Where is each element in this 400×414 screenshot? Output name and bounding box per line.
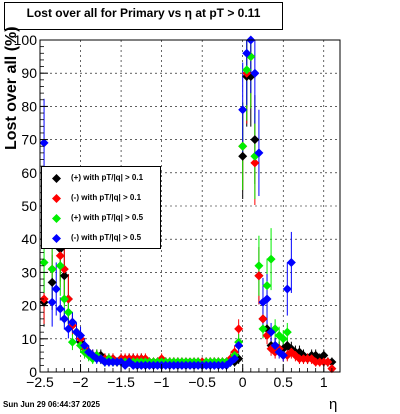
legend-label: (+) with pT/|q| > 0.1 (71, 173, 144, 182)
data-point (319, 350, 329, 360)
data-point (242, 65, 252, 75)
x-tick-label: 0.5 (274, 374, 294, 390)
legend: (+) with pT/|q| > 0.1 (-) with pT/|q| > … (41, 166, 161, 249)
data-point (286, 257, 296, 267)
x-tick-labels: −2.5 −2 −1.5 −1 −0.5 0 0.5 1 (26, 374, 328, 390)
legend-marker-green (52, 214, 61, 223)
data-point (47, 297, 57, 307)
data-point (59, 294, 69, 304)
data-point (39, 138, 49, 148)
data-point (258, 314, 268, 324)
legend-item-plus-05: (+) with pT/|q| > 0.5 (42, 208, 160, 228)
data-point (51, 284, 61, 294)
data-point (67, 317, 77, 327)
y-tick-label: 10 (21, 331, 37, 347)
legend-item-minus-01: (-) with pT/|q| > 0.1 (42, 188, 160, 208)
y-tick-label: 60 (21, 165, 37, 181)
y-tick-label: 40 (21, 231, 37, 247)
y-axis-label: Lost over all (%) (3, 26, 20, 150)
data-point (55, 251, 65, 261)
data-point (262, 281, 272, 291)
data-point (230, 354, 240, 364)
data-point (323, 357, 333, 367)
x-tick-label: 0 (239, 374, 247, 390)
x-tick-label: 1 (320, 374, 328, 390)
data-point (80, 340, 90, 350)
data-point (67, 337, 77, 347)
data-point (39, 257, 49, 267)
data-markers (39, 35, 337, 374)
y-tick-label: 90 (21, 65, 37, 81)
data-point (278, 350, 288, 360)
data-point (234, 340, 244, 350)
data-point (55, 261, 65, 271)
x-tick-label: −2.5 (26, 374, 54, 390)
data-point (238, 141, 248, 151)
legend-label: (-) with pT/|q| > 0.1 (71, 193, 142, 202)
data-point (254, 261, 264, 271)
y-tick-label: 70 (21, 132, 37, 148)
axis-ticks (39, 39, 341, 373)
timestamp: Sun Jun 29 06:44:37 2025 (3, 400, 100, 409)
y-tick-label: 50 (21, 198, 37, 214)
data-point (47, 277, 57, 287)
data-point (282, 284, 292, 294)
series-3-points (39, 35, 296, 370)
data-point (63, 307, 73, 317)
y-tick-label: 80 (21, 98, 37, 114)
chart-title: Lost over all for Primary vs η at pT > 0… (26, 6, 261, 20)
x-tick-label: −0.5 (188, 374, 216, 390)
data-point (238, 151, 248, 161)
x-tick-label: −1 (154, 374, 170, 390)
y-tick-label: 30 (21, 264, 37, 280)
data-point (59, 314, 69, 324)
y-tick-label: 0 (29, 364, 37, 380)
x-axis-label: η (329, 396, 338, 413)
data-point (278, 334, 288, 344)
data-point (59, 271, 69, 281)
y-tick-label: 20 (21, 298, 37, 314)
legend-label: (+) with pT/|q| > 0.5 (71, 213, 144, 222)
data-point (55, 304, 65, 314)
y-tick-labels: 0 10 20 30 40 50 60 70 80 90 100 (14, 32, 38, 380)
data-point (254, 148, 264, 158)
data-point (282, 327, 292, 337)
legend-item-plus-01: (+) with pT/|q| > 0.1 (42, 168, 160, 188)
legend-marker-blue (52, 234, 61, 243)
data-point (250, 135, 260, 145)
data-point (234, 324, 244, 334)
data-point (250, 68, 260, 78)
x-tick-label: −1.5 (107, 374, 135, 390)
data-point (266, 254, 276, 264)
data-point (270, 340, 280, 350)
data-point (250, 158, 260, 168)
legend-marker-black (52, 174, 61, 183)
data-point (254, 271, 264, 281)
data-point (242, 48, 252, 58)
data-point (39, 294, 49, 304)
title-box (4, 2, 283, 30)
legend-item-minus-05: (-) with pT/|q| > 0.5 (42, 228, 160, 248)
data-point (266, 327, 276, 337)
data-point (63, 324, 73, 334)
data-point (238, 105, 248, 115)
y-tick-label: 100 (14, 32, 38, 48)
legend-marker-red (52, 194, 61, 203)
data-point (262, 294, 272, 304)
data-point (47, 264, 57, 274)
x-tick-label: −2 (73, 374, 89, 390)
data-point (258, 324, 268, 334)
data-point (76, 330, 86, 340)
legend-label: (-) with pT/|q| > 0.5 (71, 233, 142, 242)
